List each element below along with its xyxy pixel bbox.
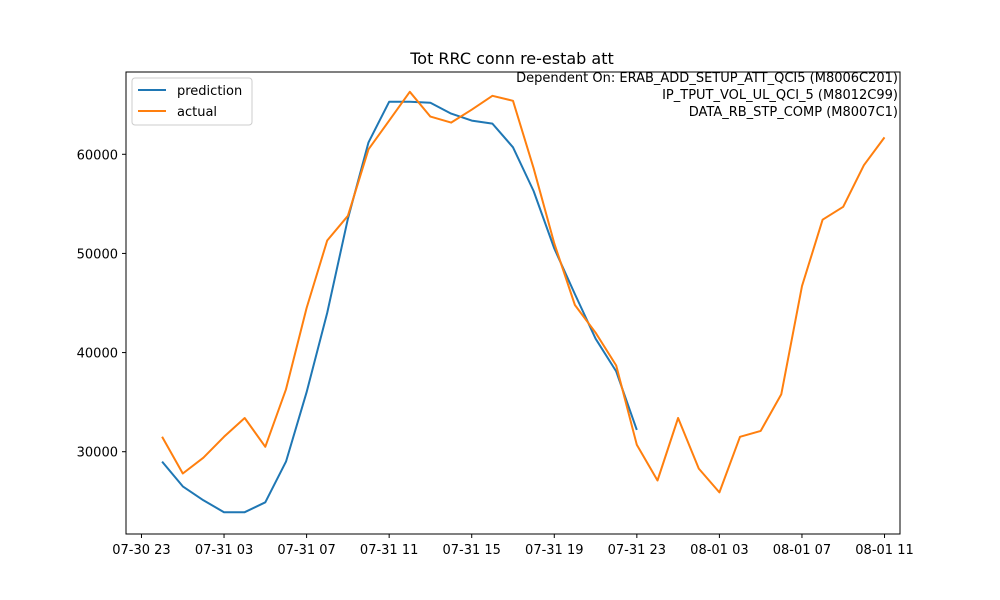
x-tick-label: 07-31 03 — [195, 543, 253, 558]
axes-frame — [125, 71, 901, 535]
x-tick-label: 07-31 11 — [360, 543, 418, 558]
x-tick-label: 08-01 07 — [773, 543, 831, 558]
x-tick-label: 08-01 03 — [690, 543, 748, 558]
annotation-line-1: Dependent On: ERAB_ADD_SETUP_ATT_QCI5 (M… — [516, 71, 898, 86]
y-tick-label: 40000 — [77, 347, 118, 362]
x-tick-label: 07-31 15 — [442, 543, 500, 558]
x-tick-label: 07-31 07 — [277, 543, 335, 558]
legend: prediction actual — [131, 77, 253, 126]
annotation-block: Dependent On: ERAB_ADD_SETUP_ATT_QCI5 (M… — [516, 71, 898, 120]
x-tick-label: 07-30 23 — [112, 543, 170, 558]
annotation-line-3: DATA_RB_STP_COMP (M8007C1) — [689, 105, 898, 120]
x-tick-label: 08-01 11 — [855, 543, 913, 558]
annotation-line-2: IP_TPUT_VOL_UL_QCI_5 (M8012C99) — [662, 88, 898, 103]
y-tick-label: 30000 — [77, 446, 118, 461]
x-tick-label: 07-31 23 — [608, 543, 666, 558]
y-tick-label: 60000 — [77, 148, 118, 163]
legend-label-actual: actual — [177, 105, 217, 120]
y-tick-label: 50000 — [77, 247, 118, 262]
series-line-actual — [161, 90, 886, 494]
plot-area: 07-30 23 07-31 03 07-31 07 07-31 11 07-31 15… — [77, 71, 914, 558]
x-tick-label: 07-31 19 — [525, 543, 583, 558]
legend-label-prediction: prediction — [177, 84, 242, 99]
chart-title: Tot RRC conn re-estab att — [409, 49, 614, 68]
